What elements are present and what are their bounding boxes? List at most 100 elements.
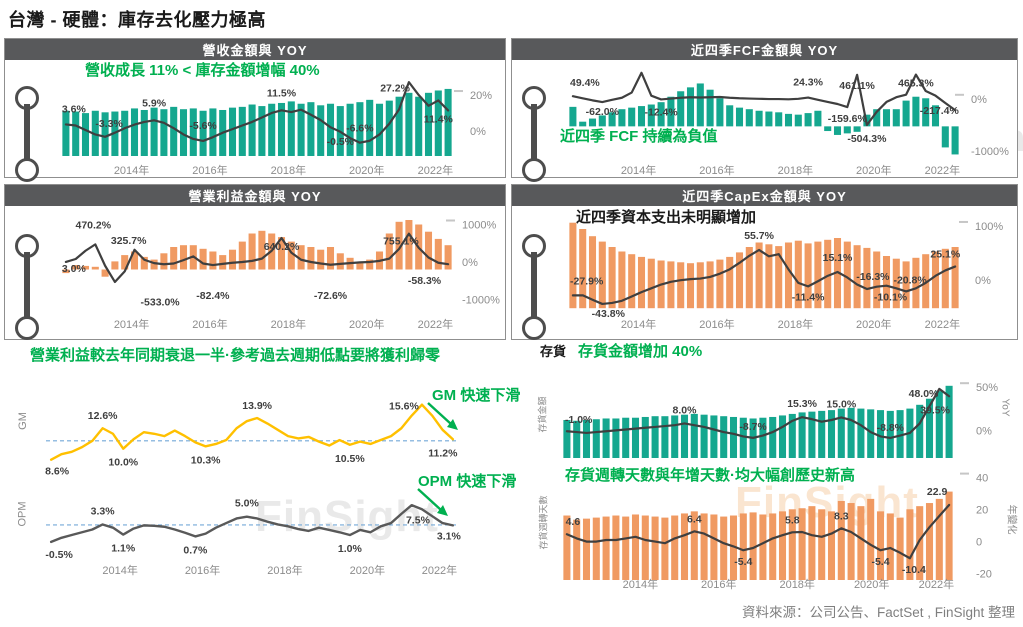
slider-track[interactable] <box>24 252 30 318</box>
svg-text:2022年: 2022年 <box>422 563 457 577</box>
svg-text:10.0%: 10.0% <box>108 457 138 469</box>
svg-text:15.6%: 15.6% <box>389 401 419 413</box>
panel-revenue: 營收金額與 YOY 營收成長 11% < 庫存金額增幅 40% 3.6% -3.3… <box>4 38 506 182</box>
svg-text:-27.9%: -27.9% <box>570 275 604 287</box>
svg-text:8.0%: 8.0% <box>673 404 698 416</box>
svg-text:27.2%: 27.2% <box>380 82 410 94</box>
inventory-days-chart: 4.6 6.4 -5.4 5.8 8.3 -5.4 -10.4 22.9 40 20 0 -20 201… <box>563 472 992 591</box>
svg-text:-12.4%: -12.4% <box>644 106 678 118</box>
svg-text:-10.1%: -10.1% <box>874 292 908 304</box>
svg-text:0%: 0% <box>975 275 991 287</box>
svg-text:-8.8%: -8.8% <box>877 422 905 434</box>
gm-decline-arrow-icon <box>427 402 458 430</box>
panel-header: 近四季FCF金額與 YOY <box>512 39 1017 60</box>
svg-text:2022年: 2022年 <box>925 163 960 177</box>
inventory-amount-ylabel: 存貨金額 <box>537 396 548 433</box>
svg-text:1.0%: 1.0% <box>338 543 363 555</box>
svg-text:0%: 0% <box>971 94 987 106</box>
svg-text:2022年: 2022年 <box>418 317 453 331</box>
fcf-annotation: 近四季 FCF 持續為負值 <box>560 128 718 145</box>
svg-text:-58.3%: -58.3% <box>408 275 442 287</box>
svg-text:100%: 100% <box>975 221 1003 233</box>
svg-text:-5.4: -5.4 <box>734 556 752 568</box>
opm-decline-annotation: OPM 快速下滑 <box>418 473 517 490</box>
svg-text:0%: 0% <box>976 425 992 437</box>
svg-text:5.9%: 5.9% <box>142 97 167 109</box>
svg-text:3.3%: 3.3% <box>91 505 116 517</box>
inventory-days-annotation: 存貨週轉天數與年增天數·均大幅創歷史新高 <box>565 467 855 484</box>
svg-text:-0.5%: -0.5% <box>45 549 73 561</box>
svg-text:2018年: 2018年 <box>778 163 813 177</box>
svg-text:-1000%: -1000% <box>462 295 500 307</box>
svg-text:6.4: 6.4 <box>687 513 702 525</box>
svg-text:-11.4%: -11.4% <box>792 291 825 303</box>
svg-text:2020年: 2020年 <box>856 317 891 331</box>
svg-text:2020年: 2020年 <box>350 563 385 577</box>
day-change-axis-label: 年變化 <box>1005 504 1017 535</box>
gm-chart: 8.6% 12.6% 10.0% 10.3% 13.9% 10.5% 15.6% 11.2% <box>45 400 458 476</box>
svg-text:22.9: 22.9 <box>927 486 948 498</box>
svg-text:49.4%: 49.4% <box>570 77 600 89</box>
svg-text:0%: 0% <box>470 126 486 138</box>
svg-text:-217.4%: -217.4% <box>920 105 960 117</box>
svg-text:11.4%: 11.4% <box>424 113 454 125</box>
slider-track[interactable] <box>531 104 537 160</box>
svg-text:2014年: 2014年 <box>114 163 149 177</box>
svg-text:-10.4: -10.4 <box>902 564 926 576</box>
svg-text:8.3: 8.3 <box>834 510 849 522</box>
svg-text:-6.6%: -6.6% <box>346 123 374 135</box>
svg-text:-533.0%: -533.0% <box>141 297 181 309</box>
svg-text:-3.3%: -3.3% <box>95 118 123 130</box>
svg-text:2020年: 2020年 <box>856 163 891 177</box>
panel-header: 營收金額與 YOY <box>5 39 505 60</box>
svg-text:2016年: 2016年 <box>699 163 734 177</box>
svg-text:3.6%: 3.6% <box>62 103 87 115</box>
panel-capex: 近四季CapEx金額與 YOY 近四季資本支出未明顯增加 -27.9% -43.8… <box>511 184 1018 340</box>
svg-text:-504.3%: -504.3% <box>847 133 887 145</box>
svg-text:2016年: 2016年 <box>192 317 227 331</box>
svg-text:11.2%: 11.2% <box>428 447 458 459</box>
svg-text:-16.3%: -16.3% <box>856 271 890 283</box>
svg-text:325.7%: 325.7% <box>111 235 147 247</box>
svg-text:39.5%: 39.5% <box>920 404 950 416</box>
svg-text:2014年: 2014年 <box>114 317 149 331</box>
svg-text:20: 20 <box>976 505 988 517</box>
slider-knob-bottom[interactable] <box>522 316 546 340</box>
revenue-annotation: 營收成長 11% < 庫存金額增幅 40% <box>85 62 320 79</box>
slider-knob-bottom[interactable] <box>15 158 39 182</box>
panel-header: 營業利益金額與 YOY <box>5 185 505 206</box>
svg-text:2020年: 2020年 <box>349 317 384 331</box>
svg-text:1000%: 1000% <box>462 220 496 232</box>
svg-text:2022年: 2022年 <box>418 163 453 177</box>
capex-annotation: 近四季資本支出未明顯增加 <box>576 209 757 226</box>
svg-text:5.8: 5.8 <box>785 514 800 526</box>
yoy-axis-label: YoY <box>999 398 1011 417</box>
svg-text:10.3%: 10.3% <box>191 454 221 466</box>
svg-text:465.3%: 465.3% <box>898 78 934 90</box>
slider-knob-bottom[interactable] <box>522 158 546 182</box>
svg-text:0: 0 <box>976 537 982 549</box>
svg-text:10.5%: 10.5% <box>335 453 365 465</box>
svg-text:2022年: 2022年 <box>919 577 954 591</box>
opm-chart: -0.5% 3.3% 1.1% 0.7% 5.0% 1.0% 7.5% 3.1% 2014年 20… <box>45 498 461 577</box>
slider-knob-bottom[interactable] <box>15 316 39 340</box>
revenue-chart: 3.6% -3.3% 5.9% -5.6% 11.5% -0.5%-6.6% 27.2% 11… <box>62 81 492 177</box>
svg-text:755.1%: 755.1% <box>383 236 419 248</box>
svg-text:2018年: 2018年 <box>779 577 814 591</box>
svg-text:15.1%: 15.1% <box>823 252 853 264</box>
capex-chart: -27.9% -43.8% 55.7% -11.4% 15.1%-16.3% -10.1%… <box>569 221 1003 331</box>
svg-text:2016年: 2016年 <box>185 563 220 577</box>
svg-text:0%: 0% <box>462 257 478 269</box>
slider-track[interactable] <box>531 252 537 318</box>
slider-track[interactable] <box>24 104 30 160</box>
svg-text:7.5%: 7.5% <box>406 514 431 526</box>
svg-text:2016年: 2016年 <box>701 577 736 591</box>
svg-text:55.7%: 55.7% <box>744 230 774 242</box>
svg-text:-0.5%: -0.5% <box>327 136 355 148</box>
inventory-section-label: 存貨 <box>540 344 567 359</box>
svg-text:2018年: 2018年 <box>271 163 306 177</box>
svg-text:0.7%: 0.7% <box>183 544 208 556</box>
fcf-chart: 49.4% -62.0% -12.4% 24.3% 461.1% -159.6% -504.… <box>569 71 1009 177</box>
svg-text:3.0%: 3.0% <box>62 263 87 275</box>
